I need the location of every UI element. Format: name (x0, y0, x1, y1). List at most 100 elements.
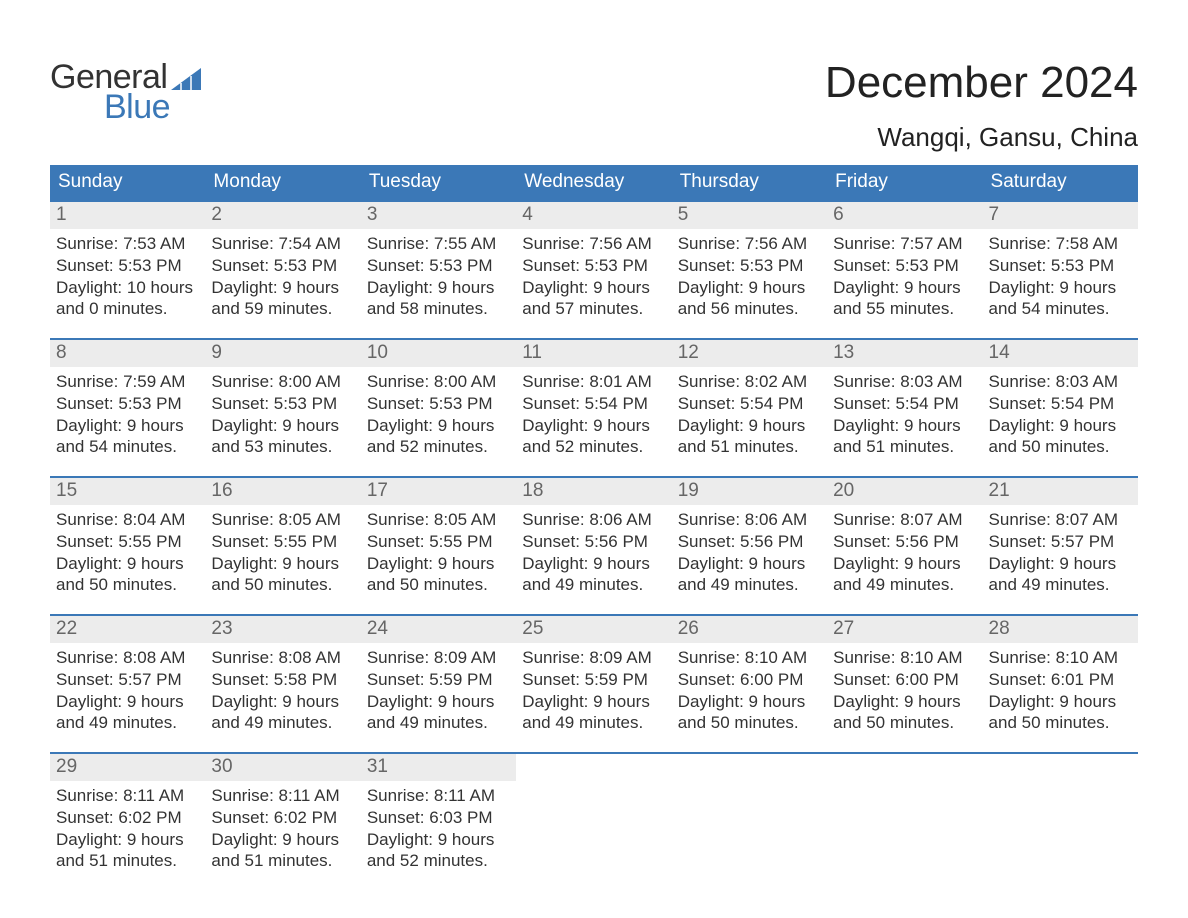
day-d1: Daylight: 9 hours (833, 691, 976, 713)
day-d1: Daylight: 9 hours (367, 691, 510, 713)
day-cell: 7Sunrise: 7:58 AMSunset: 5:53 PMDaylight… (983, 202, 1138, 324)
day-d2: and 51 minutes. (211, 850, 354, 872)
day-d2: and 50 minutes. (211, 574, 354, 596)
day-sunset: Sunset: 5:56 PM (678, 531, 821, 553)
day-number: 17 (361, 478, 516, 505)
day-sunset: Sunset: 5:53 PM (833, 255, 976, 277)
day-cell: 28Sunrise: 8:10 AMSunset: 6:01 PMDayligh… (983, 616, 1138, 738)
dow-wednesday: Wednesday (516, 165, 671, 200)
day-cell: 15Sunrise: 8:04 AMSunset: 5:55 PMDayligh… (50, 478, 205, 600)
day-d2: and 52 minutes. (367, 436, 510, 458)
day-number: 18 (516, 478, 671, 505)
day-cell: 6Sunrise: 7:57 AMSunset: 5:53 PMDaylight… (827, 202, 982, 324)
dow-thursday: Thursday (672, 165, 827, 200)
dow-monday: Monday (205, 165, 360, 200)
day-body: Sunrise: 8:04 AMSunset: 5:55 PMDaylight:… (50, 505, 205, 600)
day-sunrise: Sunrise: 8:05 AM (367, 509, 510, 531)
day-d1: Daylight: 9 hours (56, 415, 199, 437)
day-sunrise: Sunrise: 8:04 AM (56, 509, 199, 531)
day-body: Sunrise: 8:10 AMSunset: 6:01 PMDaylight:… (983, 643, 1138, 738)
day-cell: 19Sunrise: 8:06 AMSunset: 5:56 PMDayligh… (672, 478, 827, 600)
day-sunset: Sunset: 5:53 PM (678, 255, 821, 277)
day-d2: and 52 minutes. (367, 850, 510, 872)
logo-text-blue: Blue (104, 90, 201, 124)
day-cell: 4Sunrise: 7:56 AMSunset: 5:53 PMDaylight… (516, 202, 671, 324)
day-d2: and 49 minutes. (833, 574, 976, 596)
day-cell (516, 754, 671, 876)
day-sunset: Sunset: 5:53 PM (56, 255, 199, 277)
day-body: Sunrise: 7:54 AMSunset: 5:53 PMDaylight:… (205, 229, 360, 324)
day-sunset: Sunset: 5:53 PM (211, 255, 354, 277)
day-body: Sunrise: 7:55 AMSunset: 5:53 PMDaylight:… (361, 229, 516, 324)
day-d2: and 54 minutes. (56, 436, 199, 458)
day-cell: 11Sunrise: 8:01 AMSunset: 5:54 PMDayligh… (516, 340, 671, 462)
day-sunset: Sunset: 5:57 PM (989, 531, 1132, 553)
day-d1: Daylight: 9 hours (367, 415, 510, 437)
day-number: 12 (672, 340, 827, 367)
day-number: 26 (672, 616, 827, 643)
day-sunrise: Sunrise: 8:07 AM (989, 509, 1132, 531)
day-d1: Daylight: 9 hours (211, 277, 354, 299)
day-sunset: Sunset: 6:00 PM (678, 669, 821, 691)
day-cell: 12Sunrise: 8:02 AMSunset: 5:54 PMDayligh… (672, 340, 827, 462)
day-d2: and 54 minutes. (989, 298, 1132, 320)
day-body: Sunrise: 8:09 AMSunset: 5:59 PMDaylight:… (361, 643, 516, 738)
day-d1: Daylight: 9 hours (833, 277, 976, 299)
day-sunset: Sunset: 5:57 PM (56, 669, 199, 691)
dow-sunday: Sunday (50, 165, 205, 200)
day-d2: and 59 minutes. (211, 298, 354, 320)
day-sunrise: Sunrise: 8:11 AM (211, 785, 354, 807)
day-d2: and 56 minutes. (678, 298, 821, 320)
day-sunrise: Sunrise: 8:03 AM (989, 371, 1132, 393)
day-cell: 30Sunrise: 8:11 AMSunset: 6:02 PMDayligh… (205, 754, 360, 876)
day-d2: and 50 minutes. (678, 712, 821, 734)
day-body: Sunrise: 7:53 AMSunset: 5:53 PMDaylight:… (50, 229, 205, 324)
day-d1: Daylight: 9 hours (989, 691, 1132, 713)
day-body: Sunrise: 8:01 AMSunset: 5:54 PMDaylight:… (516, 367, 671, 462)
day-cell: 17Sunrise: 8:05 AMSunset: 5:55 PMDayligh… (361, 478, 516, 600)
day-cell: 23Sunrise: 8:08 AMSunset: 5:58 PMDayligh… (205, 616, 360, 738)
day-d2: and 50 minutes. (367, 574, 510, 596)
day-d1: Daylight: 9 hours (678, 415, 821, 437)
day-sunset: Sunset: 5:59 PM (522, 669, 665, 691)
day-d2: and 58 minutes. (367, 298, 510, 320)
day-d1: Daylight: 10 hours (56, 277, 199, 299)
day-body: Sunrise: 8:08 AMSunset: 5:58 PMDaylight:… (205, 643, 360, 738)
day-number: 5 (672, 202, 827, 229)
day-number: 19 (672, 478, 827, 505)
day-body: Sunrise: 8:00 AMSunset: 5:53 PMDaylight:… (361, 367, 516, 462)
day-body: Sunrise: 8:10 AMSunset: 6:00 PMDaylight:… (672, 643, 827, 738)
day-d1: Daylight: 9 hours (211, 691, 354, 713)
day-cell (827, 754, 982, 876)
day-body: Sunrise: 8:09 AMSunset: 5:59 PMDaylight:… (516, 643, 671, 738)
day-sunrise: Sunrise: 7:59 AM (56, 371, 199, 393)
day-number: 10 (361, 340, 516, 367)
day-sunrise: Sunrise: 8:10 AM (989, 647, 1132, 669)
day-sunset: Sunset: 5:54 PM (522, 393, 665, 415)
day-body: Sunrise: 8:07 AMSunset: 5:56 PMDaylight:… (827, 505, 982, 600)
day-d2: and 51 minutes. (678, 436, 821, 458)
day-cell: 20Sunrise: 8:07 AMSunset: 5:56 PMDayligh… (827, 478, 982, 600)
day-number: 6 (827, 202, 982, 229)
day-sunrise: Sunrise: 8:09 AM (367, 647, 510, 669)
day-body: Sunrise: 8:07 AMSunset: 5:57 PMDaylight:… (983, 505, 1138, 600)
day-sunrise: Sunrise: 8:09 AM (522, 647, 665, 669)
day-d1: Daylight: 9 hours (56, 829, 199, 851)
day-cell: 10Sunrise: 8:00 AMSunset: 5:53 PMDayligh… (361, 340, 516, 462)
day-sunrise: Sunrise: 7:55 AM (367, 233, 510, 255)
day-cell: 8Sunrise: 7:59 AMSunset: 5:53 PMDaylight… (50, 340, 205, 462)
day-d2: and 50 minutes. (989, 436, 1132, 458)
day-number: 16 (205, 478, 360, 505)
day-d1: Daylight: 9 hours (522, 553, 665, 575)
day-sunset: Sunset: 5:56 PM (522, 531, 665, 553)
day-sunset: Sunset: 5:56 PM (833, 531, 976, 553)
day-sunrise: Sunrise: 8:06 AM (522, 509, 665, 531)
day-sunset: Sunset: 6:02 PM (56, 807, 199, 829)
day-sunset: Sunset: 5:59 PM (367, 669, 510, 691)
day-d1: Daylight: 9 hours (367, 553, 510, 575)
day-sunrise: Sunrise: 8:10 AM (833, 647, 976, 669)
day-body: Sunrise: 7:56 AMSunset: 5:53 PMDaylight:… (516, 229, 671, 324)
day-body: Sunrise: 7:57 AMSunset: 5:53 PMDaylight:… (827, 229, 982, 324)
day-cell: 1Sunrise: 7:53 AMSunset: 5:53 PMDaylight… (50, 202, 205, 324)
day-number: 11 (516, 340, 671, 367)
